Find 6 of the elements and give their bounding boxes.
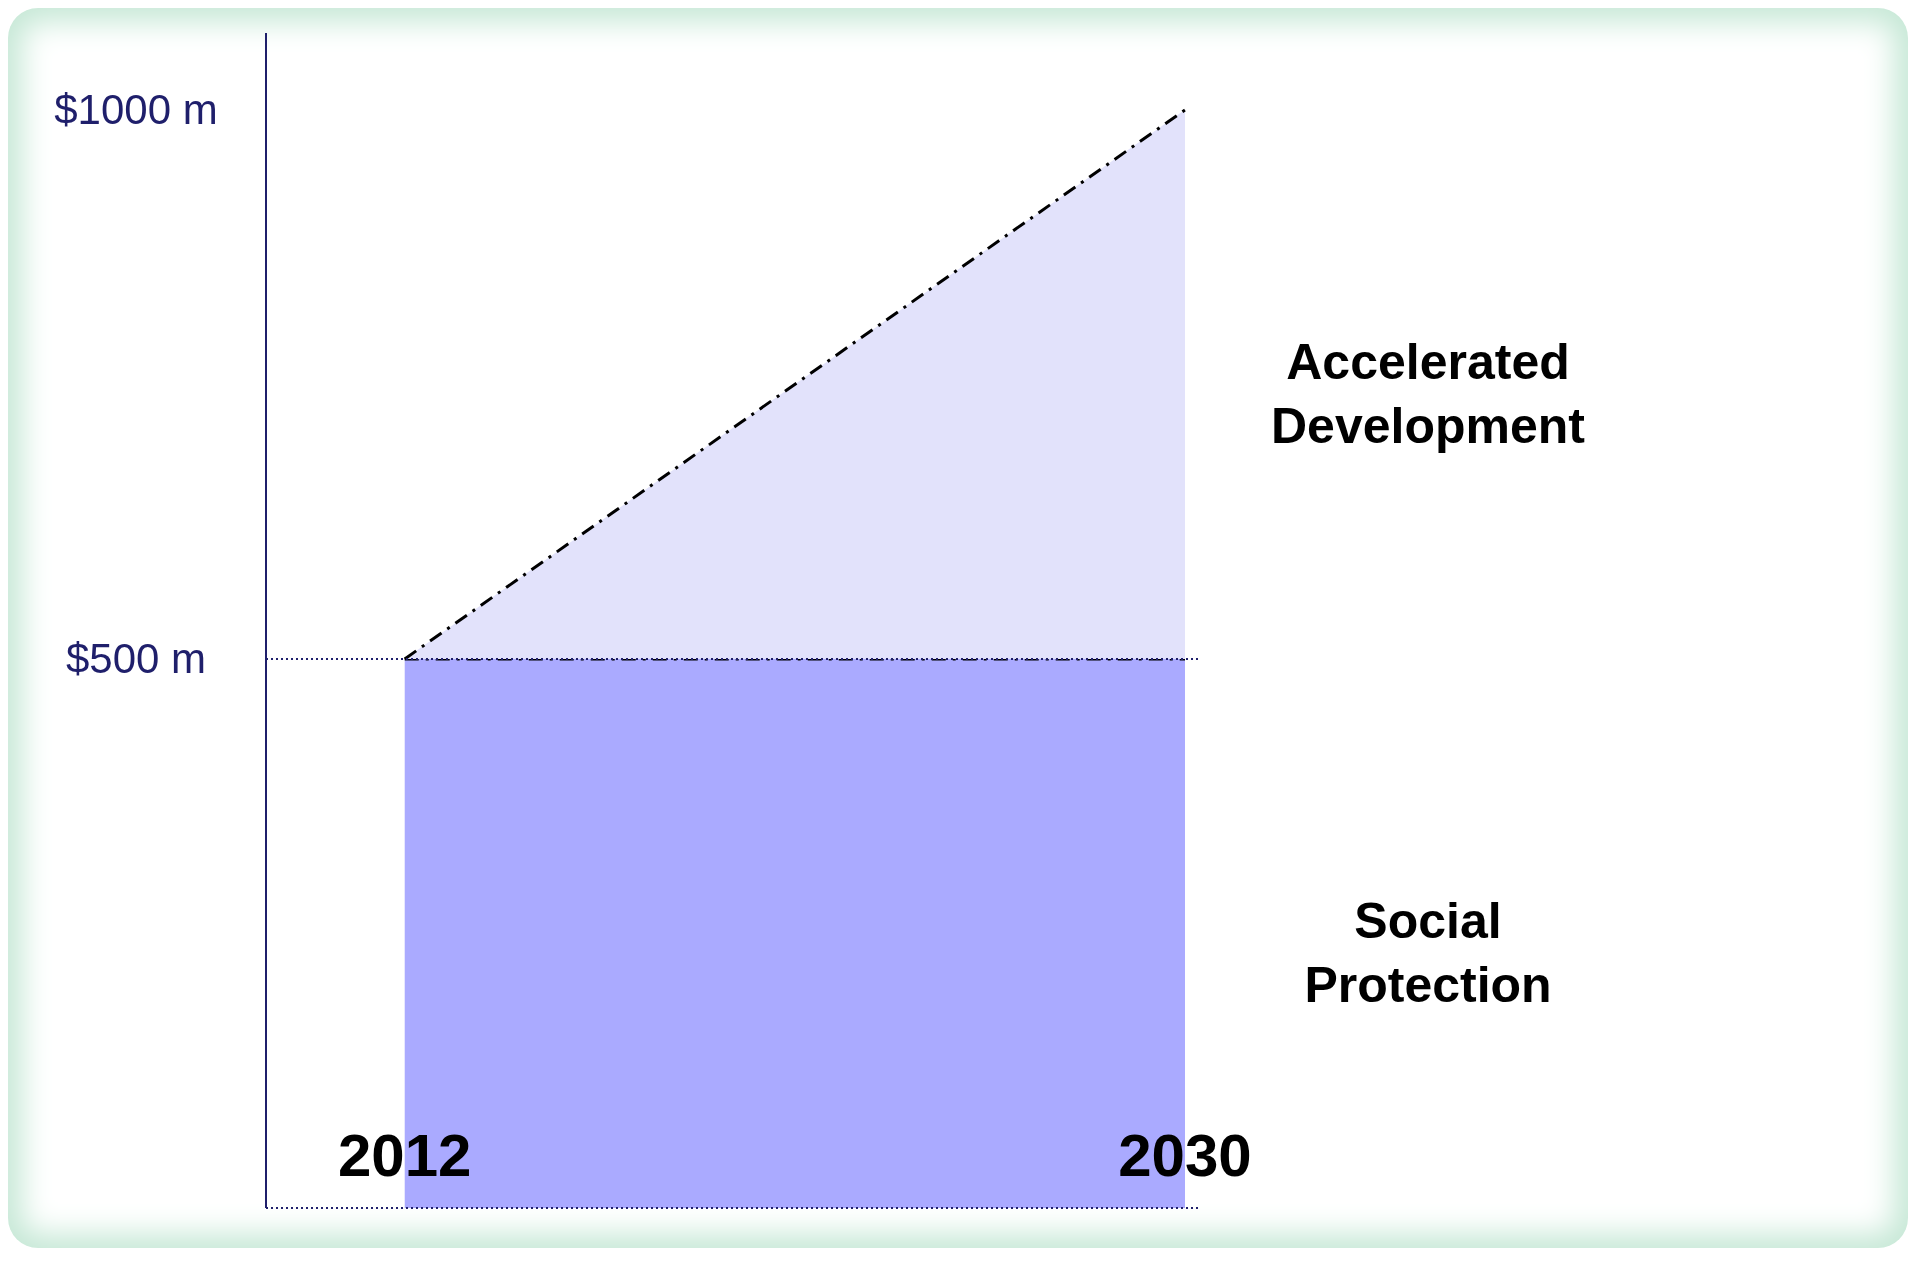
text: Social Protection bbox=[1303, 891, 1553, 1015]
series-label: Accelerated Development bbox=[1270, 333, 1586, 457]
y-tick-label: $1000 m bbox=[54, 85, 218, 133]
x-tick-label: 2012 bbox=[337, 1122, 472, 1189]
y-tick-label: $500 m bbox=[65, 634, 207, 682]
x-tick-label: 2030 bbox=[1118, 1122, 1252, 1189]
